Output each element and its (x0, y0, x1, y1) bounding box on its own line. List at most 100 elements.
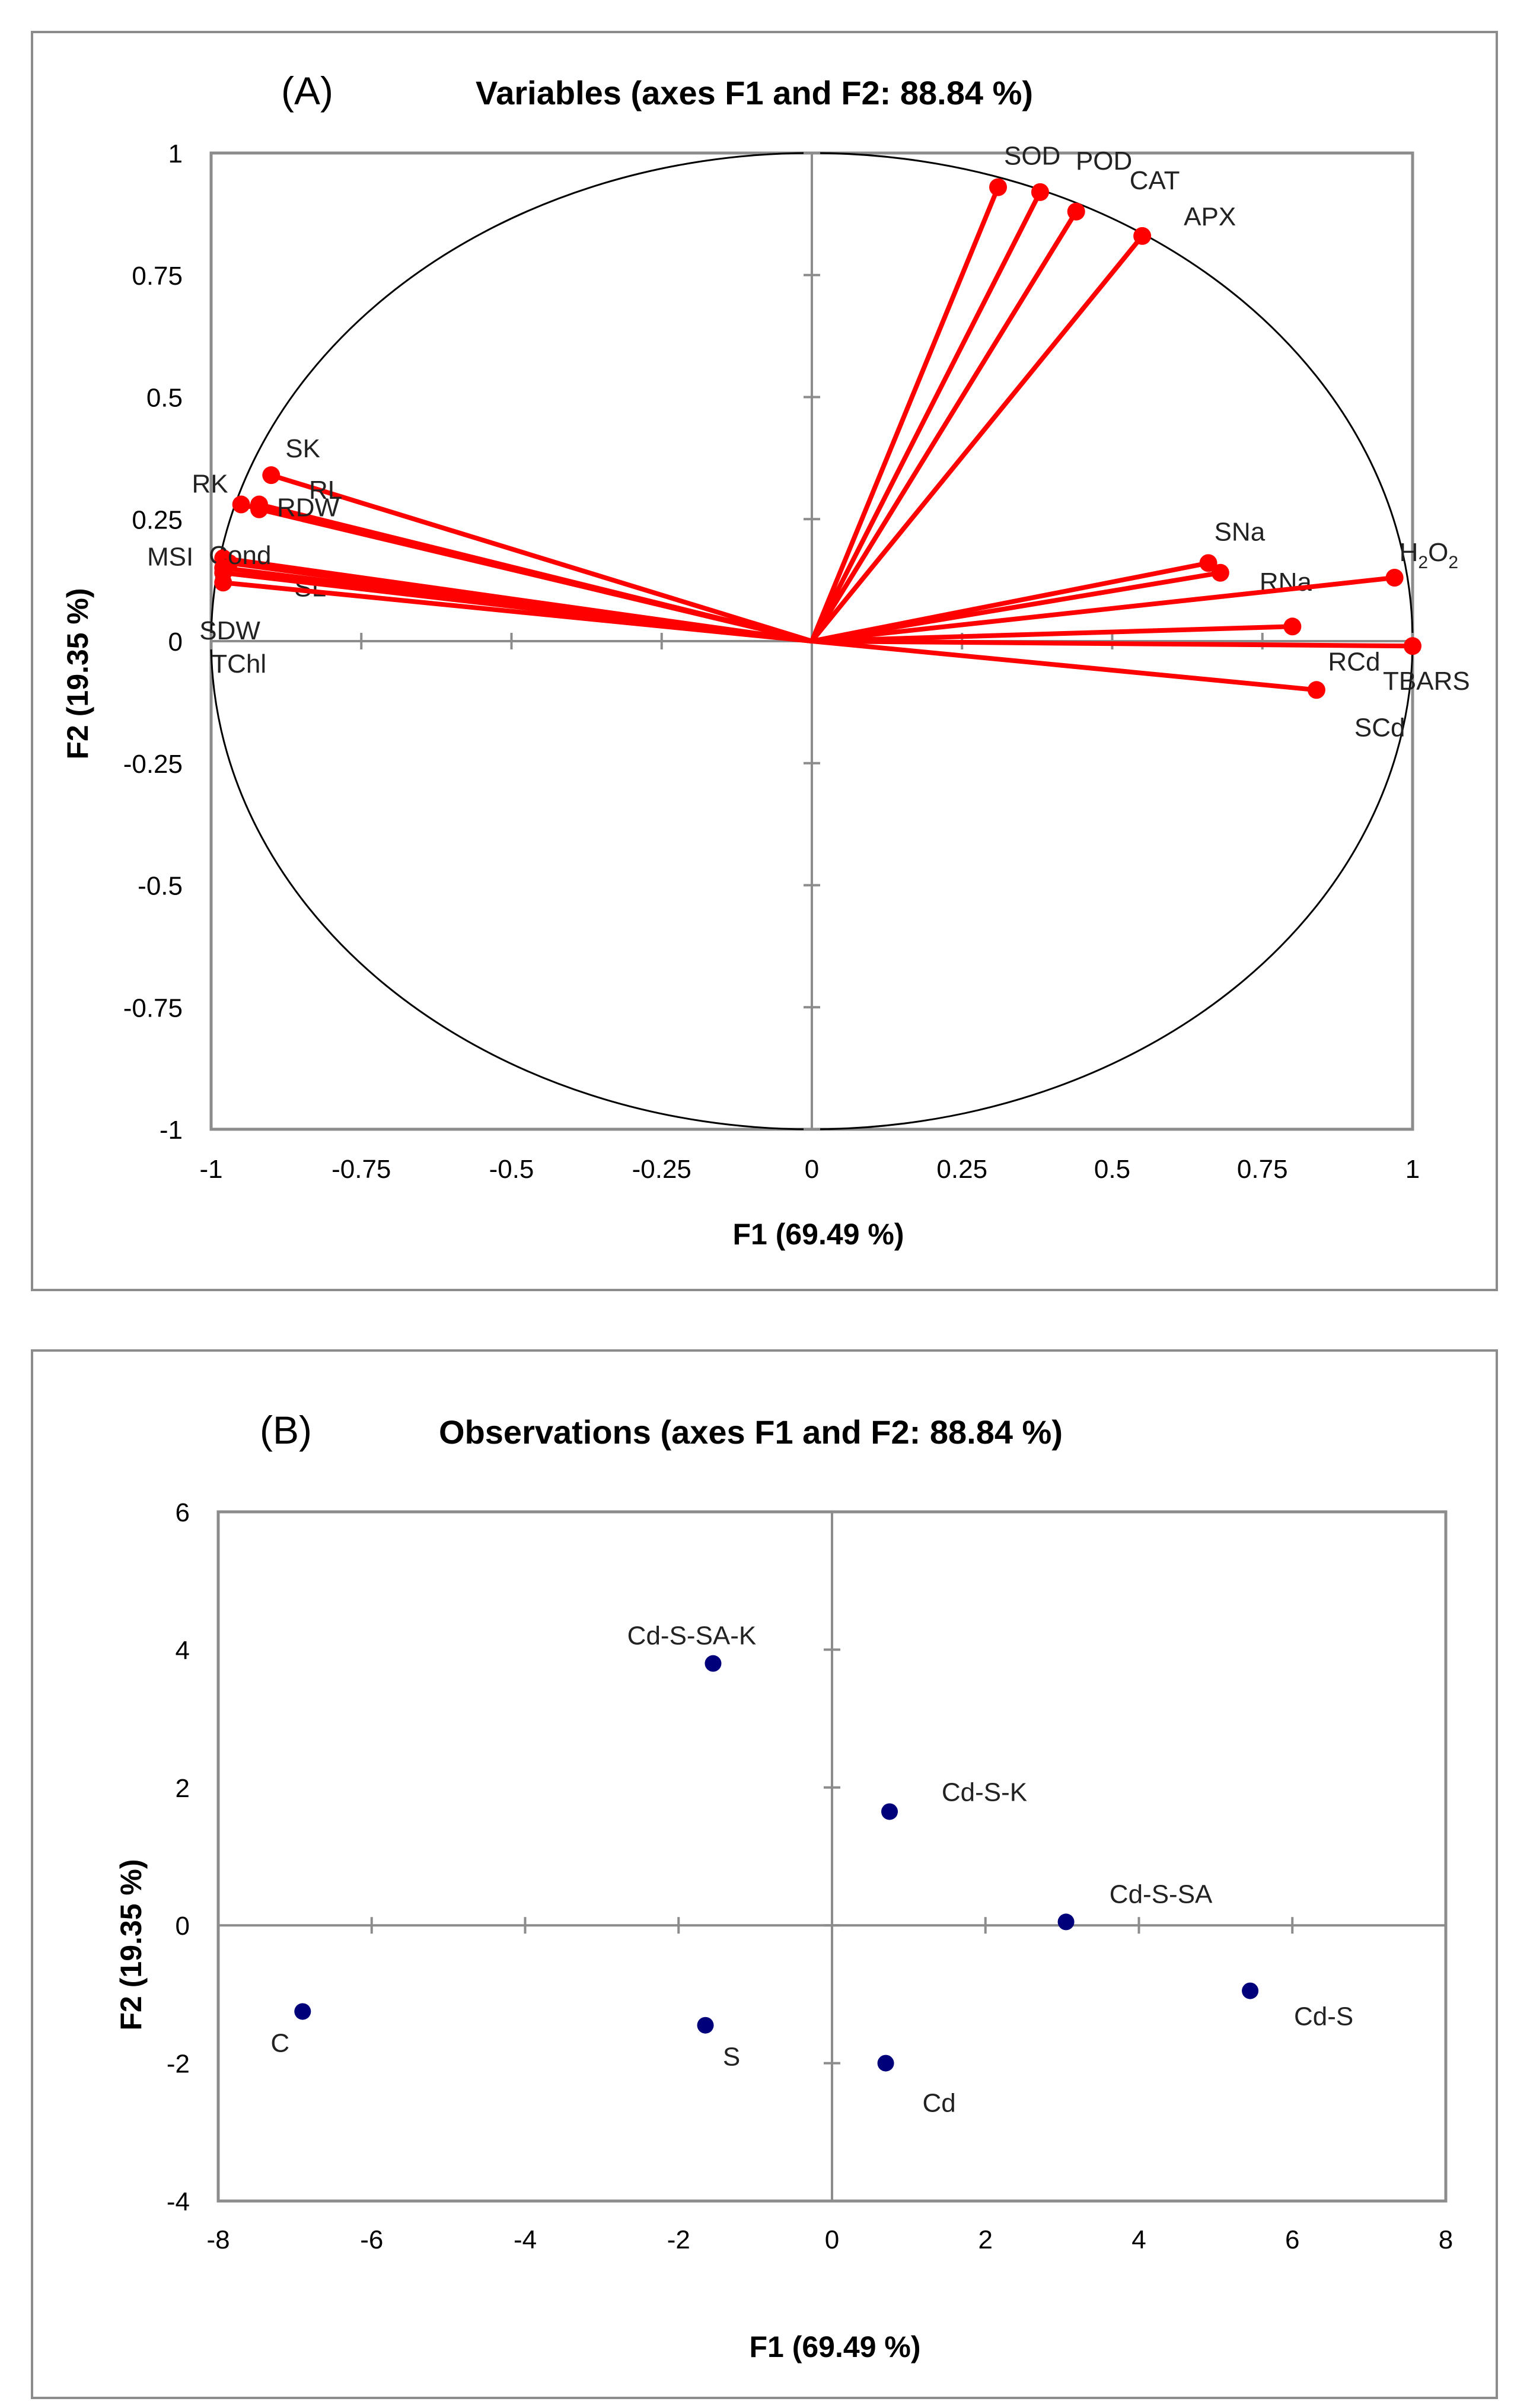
y-tick-label-a: -0.5 (138, 872, 183, 901)
x-tick-label-a: -1 (199, 1155, 222, 1184)
vector-cat (809, 210, 1079, 643)
panel-label-b: (B) (260, 1408, 312, 1452)
observation-label-cd-s-sa-k: Cd-S-SA-K (627, 1622, 757, 1651)
y-tick-label-a: 0.25 (132, 505, 183, 534)
correlation-circle-chart: (A) Variables (axes F1 and F2: 88.84 %) … (61, 69, 1470, 1251)
observation-point-cd (877, 2055, 894, 2072)
x-axis-title-a: F1 (69.49 %) (732, 1218, 904, 1251)
panel-variables: (A) Variables (axes F1 and F2: 88.84 %) … (31, 31, 1498, 1291)
point-tbars (1404, 637, 1421, 655)
label-rk: RK (192, 470, 228, 499)
point-scd (1307, 681, 1325, 699)
y-tick-label-a: 1 (168, 139, 183, 168)
observation-label-c: C (270, 2028, 289, 2057)
x-tick-label-a: 0 (805, 1155, 819, 1184)
observation-point-s (697, 2017, 714, 2034)
x-tick-label-b: 0 (825, 2225, 839, 2254)
label-h2o2: H2O2 (1400, 538, 1458, 572)
label-pod: POD (1076, 146, 1132, 176)
vector-rna (811, 570, 1221, 644)
x-tick-label-b: 4 (1131, 2225, 1146, 2254)
observation-label-cd-s-k: Cd-S-K (942, 1778, 1027, 1807)
y-tick-label-b: 2 (176, 1774, 190, 1803)
panel-observations: (B) Observations (axes F1 and F2: 88.84 … (31, 1349, 1498, 2399)
vector-tchl (222, 580, 812, 644)
point-pod (1031, 183, 1049, 201)
label-cat: CAT (1130, 166, 1180, 195)
y-tick-label-a: -0.75 (123, 993, 183, 1023)
label-scd: SCd (1354, 713, 1405, 742)
panel-label-a: (A) (281, 69, 333, 113)
label-rcd: RCd (1328, 647, 1380, 676)
label-tchl: TChl (211, 649, 266, 679)
label-sdw: SDW (199, 616, 260, 645)
vector-sod (809, 186, 1000, 642)
y-tick-label-b: 4 (176, 1636, 190, 1665)
label-sod: SOD (1004, 142, 1060, 171)
x-tick-label-a: 0.75 (1237, 1155, 1288, 1184)
label-rl: RL (309, 476, 342, 505)
y-axis-title-a: F2 (19.35 %) (61, 588, 94, 759)
x-tick-label-b: -4 (514, 2225, 537, 2254)
chart-title-b: Observations (axes F1 and F2: 88.84 %) (439, 1413, 1063, 1451)
label-rdw: RDW (277, 493, 340, 523)
observation-label-cd-s-sa: Cd-S-SA (1110, 1880, 1213, 1909)
observation-point-cd-s (1242, 1982, 1259, 1999)
vector-pod (809, 191, 1043, 642)
label-sna: SNa (1215, 517, 1266, 546)
y-tick-label-b: -2 (167, 2050, 190, 2079)
observation-label-s: S (723, 2043, 740, 2072)
x-tick-label-a: -0.25 (632, 1155, 691, 1184)
point-sna (1199, 554, 1217, 572)
point-rna (1211, 563, 1229, 582)
y-tick-label-b: 0 (176, 1912, 190, 1941)
observation-label-cd-s: Cd-S (1294, 2002, 1353, 2031)
y-tick-label-b: 6 (176, 1498, 190, 1527)
observation-point-cd-s-sa-k (705, 1655, 722, 1672)
x-axis-title-b: F1 (69.49 %) (749, 2330, 920, 2364)
x-tick-label-a: -0.75 (332, 1155, 391, 1184)
x-tick-label-b: -6 (360, 2225, 383, 2254)
x-tick-label-b: 8 (1439, 2225, 1453, 2254)
x-tick-label-a: 1 (1405, 1155, 1420, 1184)
point-rcd (1283, 617, 1302, 636)
y-tick-label-a: 0.5 (146, 384, 183, 413)
point-h2o2 (1385, 569, 1404, 587)
y-tick-label-a: -0.25 (123, 750, 183, 779)
x-tick-label-a: -0.5 (489, 1155, 534, 1184)
observation-point-cd-s-k (881, 1803, 898, 1820)
observation-label-cd: Cd (922, 2089, 955, 2118)
point-tchl (214, 574, 232, 592)
vector-scd (811, 639, 1317, 693)
x-tick-label-b: 6 (1285, 2225, 1299, 2254)
point-rk (232, 495, 250, 514)
point-apx (1133, 227, 1152, 245)
label-sk: SK (285, 434, 320, 463)
y-tick-label-a: 0 (168, 628, 183, 657)
vector-h2o2 (811, 575, 1395, 644)
vector-apx (809, 234, 1145, 643)
point-sk (262, 466, 280, 485)
x-tick-label-a: 0.5 (1094, 1155, 1130, 1184)
y-tick-label-a: -1 (160, 1116, 183, 1145)
point-cat (1067, 202, 1085, 221)
y-axis-title-b: F2 (19.35 %) (114, 1859, 148, 2030)
y-tick-label-a: 0.75 (132, 262, 183, 291)
label-msi: MSI (147, 543, 193, 572)
chart-title-a: Variables (axes F1 and F2: 88.84 %) (476, 74, 1033, 112)
x-tick-label-b: -2 (667, 2225, 690, 2254)
observation-point-c (294, 2003, 311, 2020)
x-tick-label-b: 2 (978, 2225, 993, 2254)
x-tick-label-b: -8 (206, 2225, 230, 2254)
label-tbars: TBARS (1383, 667, 1470, 696)
vector-tbars (811, 639, 1413, 649)
vector-sk (270, 473, 813, 644)
vector-rcd (811, 624, 1293, 644)
x-tick-label-a: 0.25 (936, 1155, 987, 1184)
label-apx: APX (1184, 202, 1236, 231)
y-tick-label-b: -4 (167, 2187, 190, 2216)
point-sod (989, 178, 1008, 196)
vector-rdw (259, 502, 812, 644)
observations-scatter-chart: (B) Observations (axes F1 and F2: 88.84 … (114, 1408, 1453, 2364)
observation-point-cd-s-sa (1057, 1913, 1075, 1931)
